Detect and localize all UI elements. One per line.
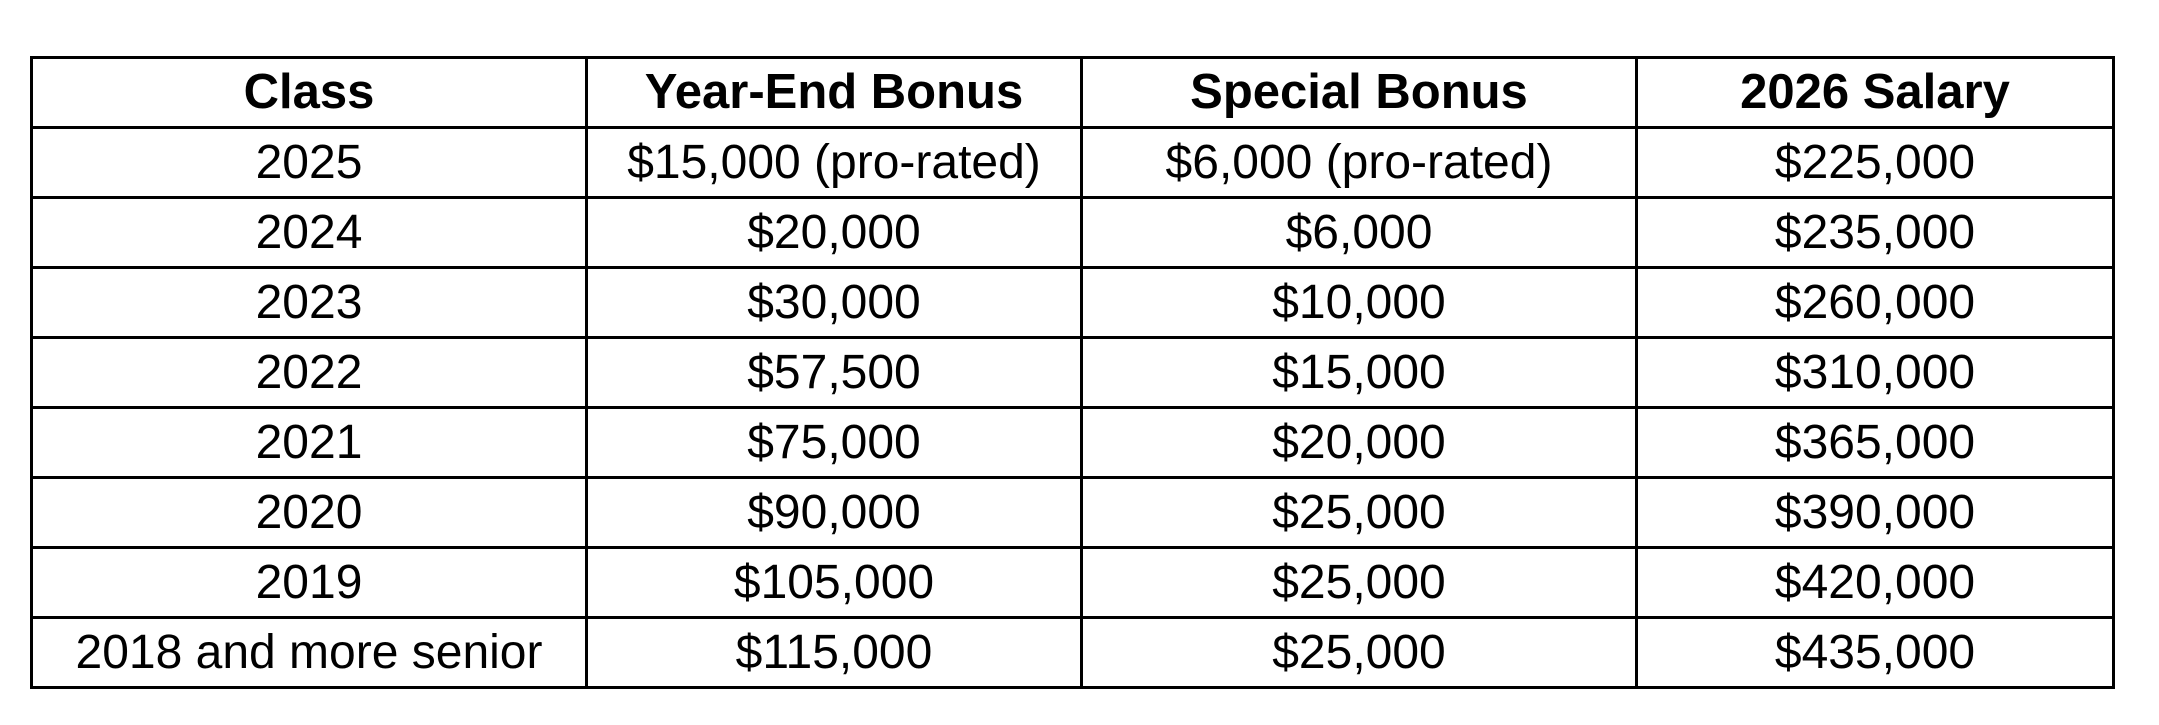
- compensation-table: Class Year-End Bonus Special Bonus 2026 Sal…: [30, 56, 2115, 689]
- table-cell: 2021: [30, 406, 588, 479]
- table-cell: 2018 and more senior: [30, 616, 588, 689]
- table-cell: $10,000: [1080, 266, 1638, 339]
- table-row: 2020 $90,000 $25,000 $390,000: [30, 476, 2115, 549]
- table-cell: $25,000: [1080, 476, 1638, 549]
- table-cell: $15,000: [1080, 336, 1638, 409]
- table-row: 2021 $75,000 $20,000 $365,000: [30, 406, 2115, 479]
- table-cell: $365,000: [1635, 406, 2115, 479]
- table-cell: $15,000 (pro-rated): [585, 126, 1083, 199]
- table-row: 2018 and more senior $115,000 $25,000 $435,…: [30, 616, 2115, 689]
- table-row: 2019 $105,000 $25,000 $420,000: [30, 546, 2115, 619]
- column-header-special-bonus: Special Bonus: [1080, 56, 1638, 129]
- table-row: 2024 $20,000 $6,000 $235,000: [30, 196, 2115, 269]
- table-cell: 2024: [30, 196, 588, 269]
- table-cell: $90,000: [585, 476, 1083, 549]
- table-row: 2023 $30,000 $10,000 $260,000: [30, 266, 2115, 339]
- table-cell: $435,000: [1635, 616, 2115, 689]
- table-cell: $115,000: [585, 616, 1083, 689]
- table-cell: 2025: [30, 126, 588, 199]
- table-cell: $6,000 (pro-rated): [1080, 126, 1638, 199]
- column-header-2026-salary: 2026 Salary: [1635, 56, 2115, 129]
- table-cell: $225,000: [1635, 126, 2115, 199]
- column-header-year-end-bonus: Year-End Bonus: [585, 56, 1083, 129]
- table-cell: 2020: [30, 476, 588, 549]
- table-cell: 2023: [30, 266, 588, 339]
- table-cell: 2019: [30, 546, 588, 619]
- table-row: 2025 $15,000 (pro-rated) $6,000 (pro-rated…: [30, 126, 2115, 199]
- table-cell: $57,500: [585, 336, 1083, 409]
- table-cell: $390,000: [1635, 476, 2115, 549]
- table-cell: $105,000: [585, 546, 1083, 619]
- table-cell: $20,000: [585, 196, 1083, 269]
- table-cell: 2022: [30, 336, 588, 409]
- table-cell: $310,000: [1635, 336, 2115, 409]
- table-header-row: Class Year-End Bonus Special Bonus 2026 Sal…: [30, 56, 2115, 129]
- table-cell: $260,000: [1635, 266, 2115, 339]
- table-cell: $6,000: [1080, 196, 1638, 269]
- table-cell: $20,000: [1080, 406, 1638, 479]
- table-cell: $25,000: [1080, 546, 1638, 619]
- table-cell: $235,000: [1635, 196, 2115, 269]
- table-cell: $30,000: [585, 266, 1083, 339]
- table-cell: $420,000: [1635, 546, 2115, 619]
- table-cell: $25,000: [1080, 616, 1638, 689]
- column-header-class: Class: [30, 56, 588, 129]
- table-row: 2022 $57,500 $15,000 $310,000: [30, 336, 2115, 409]
- table-cell: $75,000: [585, 406, 1083, 479]
